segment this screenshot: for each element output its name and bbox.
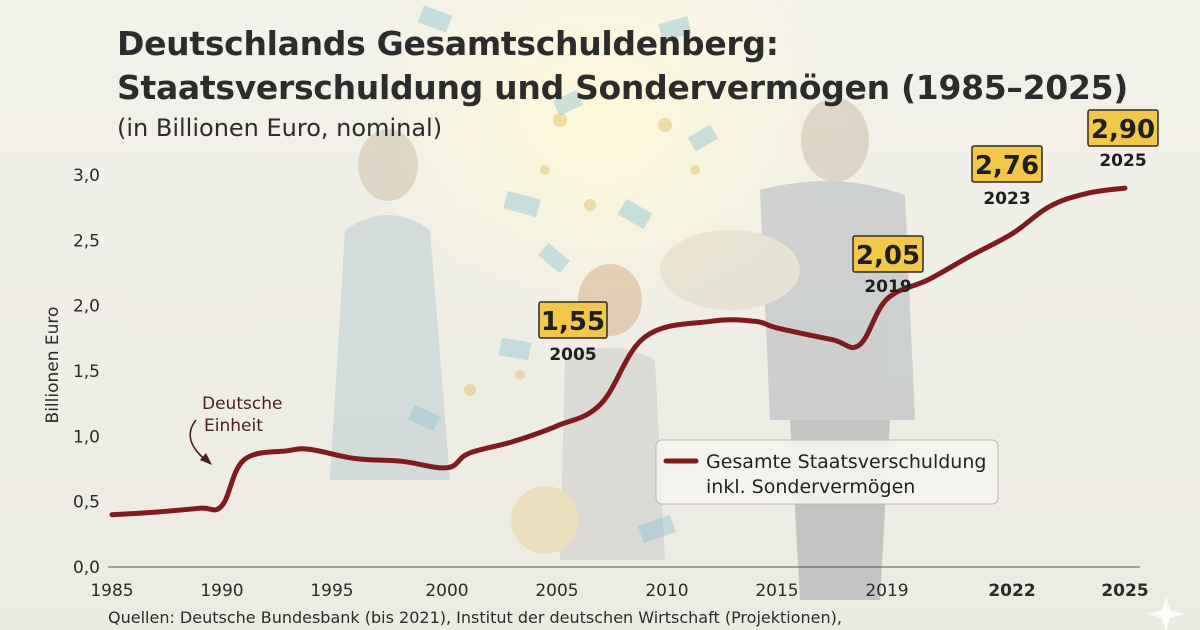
callout-value: 2,76 — [975, 151, 1039, 181]
callout-value: 2,05 — [856, 241, 920, 271]
legend-label-line2: inkl. Sondervermögen — [706, 476, 915, 498]
legend-box — [655, 439, 999, 505]
legend-label-line1: Gesamte Staatsverschuldung — [706, 451, 986, 473]
y-tick-label: 2,5 — [73, 231, 100, 251]
callout-year: 2019 — [864, 277, 911, 297]
annotation-arrowhead — [200, 453, 212, 465]
y-tick-label: 0,5 — [73, 493, 100, 513]
x-tick-label: 1995 — [310, 581, 353, 601]
annotation-line2: Einheit — [204, 416, 263, 436]
callout-box — [538, 301, 608, 339]
callout-box — [852, 235, 924, 273]
x-tick-label: 2019 — [865, 581, 908, 601]
callout-box — [971, 145, 1043, 183]
chart-subtitle: (in Billionen Euro, nominal) — [117, 114, 443, 142]
chart-title: Deutschlands Gesamtschuldenberg: Staatsv… — [117, 22, 1128, 110]
y-axis: 0,0 0,5 1,0 1,5 2,0 2,5 3,0 — [73, 166, 100, 578]
annotation-deutsche-einheit: Deutsche Einheit — [189, 394, 282, 465]
callout-2019: 2,05 2019 — [852, 235, 924, 297]
chart-title-line2: Staatsverschuldung und Sondervermögen (1… — [117, 68, 1129, 107]
callout-year: 2025 — [1099, 151, 1146, 171]
callout-2005: 1,55 2005 — [538, 301, 608, 365]
y-tick-label: 0,0 — [73, 558, 100, 578]
callout-value: 1,55 — [541, 307, 605, 337]
callout-value: 2,90 — [1091, 115, 1155, 145]
y-tick-label: 1,0 — [73, 427, 100, 447]
x-tick-label: 2025 — [1101, 581, 1148, 601]
chart-title-line1: Deutschlands Gesamtschuldenberg: — [117, 24, 779, 63]
x-tick-label: 1990 — [200, 581, 243, 601]
callout-2025: 2,90 2025 — [1087, 109, 1159, 171]
x-tick-label: 2005 — [535, 581, 578, 601]
x-tick-label: 2015 — [755, 581, 798, 601]
y-tick-label: 3,0 — [73, 166, 100, 186]
x-axis: 1985 1990 1995 2000 2005 2010 2015 2019 2022 2025 — [90, 566, 1149, 601]
y-tick-label: 1,5 — [73, 362, 100, 382]
y-axis-label: Billionen Euro — [43, 307, 63, 424]
x-tick-label: 2000 — [425, 581, 468, 601]
legend: Gesamte Staatsverschuldung inkl. Sonderv… — [655, 439, 999, 505]
callout-2023: 2,76 2023 — [971, 145, 1043, 209]
annotation-line1: Deutsche — [202, 394, 282, 414]
y-tick-label: 2,0 — [73, 297, 100, 317]
callout-year: 2023 — [983, 189, 1030, 209]
x-tick-label: 1985 — [90, 581, 133, 601]
x-tick-label: 2022 — [988, 581, 1035, 601]
source-note: Quellen: Deutsche Bundesbank (bis 2021),… — [108, 608, 842, 627]
series-line-gesamtschulden — [109, 185, 1128, 518]
x-tick-label: 2010 — [645, 581, 688, 601]
callout-year: 2005 — [549, 345, 596, 365]
callout-box — [1087, 109, 1159, 147]
